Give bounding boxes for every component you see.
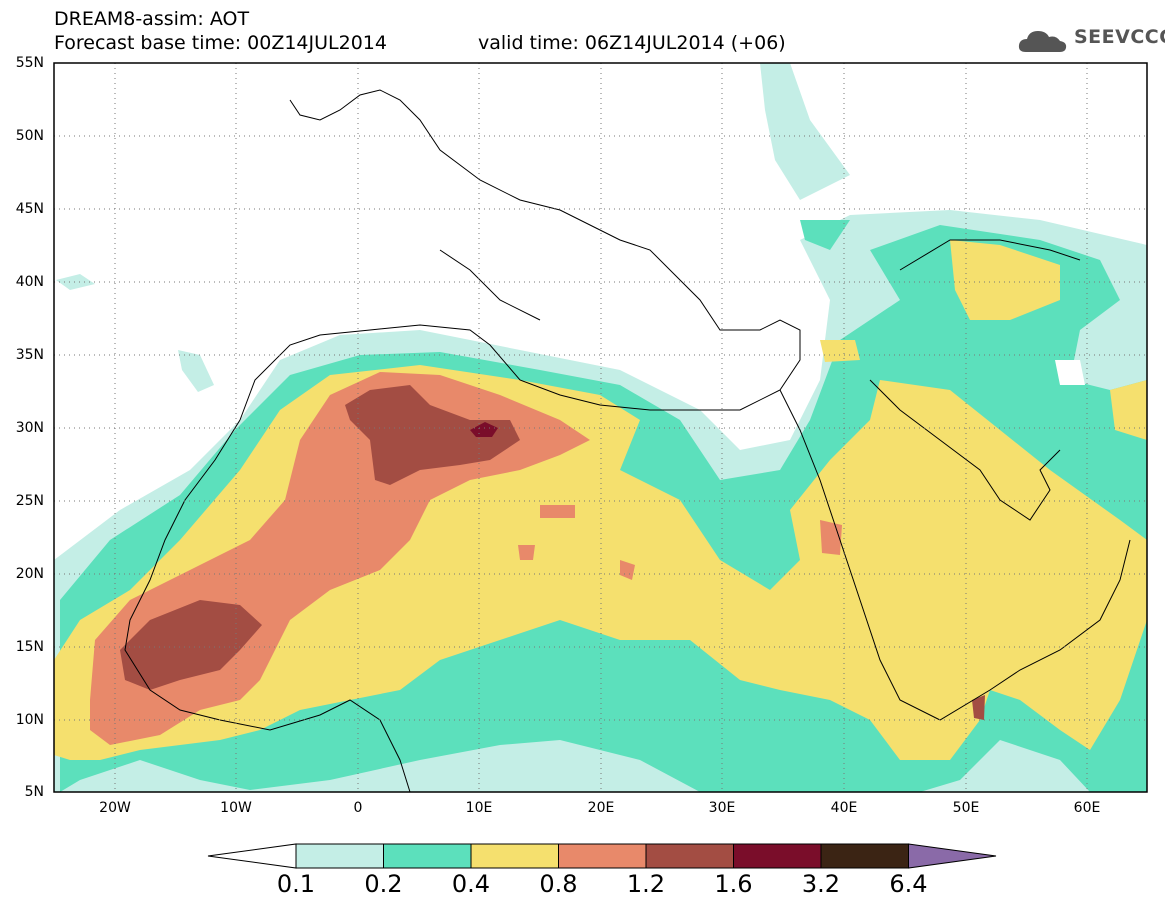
lon-label: 20W xyxy=(99,800,131,816)
cloud-logo-icon xyxy=(1018,31,1067,52)
lat-label: 35N xyxy=(15,347,44,363)
colorbar-label: 0.2 xyxy=(364,870,403,898)
colorbar-bin-3.2 xyxy=(820,843,909,869)
colorbar-over-arrow xyxy=(908,843,997,869)
lat-label: 15N xyxy=(15,639,44,655)
colorbar xyxy=(207,843,997,869)
aot-level-1.2 xyxy=(345,385,520,485)
lon-label: 20E xyxy=(587,800,615,816)
lat-label: 5N xyxy=(24,784,44,800)
aot-level-1.2 xyxy=(972,695,985,720)
lon-label: 30E xyxy=(708,800,736,816)
plot-frame xyxy=(53,62,1148,793)
aot-level-0.1 xyxy=(760,63,850,200)
colorbar-label: 6.4 xyxy=(889,870,928,898)
colorbar-label: 0.8 xyxy=(539,870,578,898)
aot-clear-patch xyxy=(1055,360,1085,385)
colorbar-label: 0.1 xyxy=(276,870,316,898)
aot-level-0.1 xyxy=(178,350,214,392)
aot-level-0.8 xyxy=(540,505,575,518)
colorbar-bin-0.4 xyxy=(470,843,559,869)
aot-level-0.8 xyxy=(518,545,535,560)
colorbar-label: 3.2 xyxy=(801,870,841,898)
logo-text: SEEVCCC xyxy=(1074,26,1165,48)
lat-label: 40N xyxy=(15,274,44,290)
colorbar-label: 1.2 xyxy=(626,870,666,898)
aot-level-0.1 xyxy=(56,274,95,290)
forecast-base-time: Forecast base time: 00Z14JUL2014 xyxy=(54,32,387,54)
colorbar-bin-1.2 xyxy=(645,843,734,869)
lon-label: 40E xyxy=(830,800,858,816)
lon-label: 50E xyxy=(952,800,980,816)
aot-level-1.2 xyxy=(120,600,262,690)
colorbar-bin-0.2 xyxy=(383,843,472,869)
valid-time: valid time: 06Z14JUL2014 (+06) xyxy=(478,32,786,54)
lon-label: 10E xyxy=(465,800,493,816)
aot-field xyxy=(54,63,1147,792)
colorbar-under-arrow xyxy=(207,843,297,869)
lon-label: 10W xyxy=(220,800,252,816)
aot-level-0.2 xyxy=(800,220,850,250)
aot-level-0.4 xyxy=(820,340,860,362)
colorbar-bin-0.8 xyxy=(558,843,647,869)
aot-level-0.4 xyxy=(1110,380,1147,440)
aot-level-0.4 xyxy=(950,240,1060,320)
lon-label: 60E xyxy=(1073,800,1101,816)
colorbar-bin-0.1 xyxy=(295,843,384,869)
aot-level-1.6 xyxy=(470,422,498,437)
aot-level-0.8 xyxy=(620,560,635,580)
lat-label: 20N xyxy=(15,566,44,582)
lat-label: 45N xyxy=(15,201,44,217)
colorbar-label: 1.6 xyxy=(714,870,753,898)
lat-label: 50N xyxy=(15,128,44,144)
lat-label: 55N xyxy=(15,55,44,71)
lat-label: 10N xyxy=(15,712,44,728)
graticule xyxy=(54,63,1147,792)
colorbar-label: 0.4 xyxy=(451,870,491,898)
lat-label: 25N xyxy=(15,493,44,509)
coastlines xyxy=(124,89,1131,792)
colorbar-bin-1.6 xyxy=(733,843,822,869)
lon-label: 0 xyxy=(353,800,363,816)
lat-label: 30N xyxy=(15,420,44,436)
map-title: DREAM8-assim: AOT xyxy=(54,8,250,30)
